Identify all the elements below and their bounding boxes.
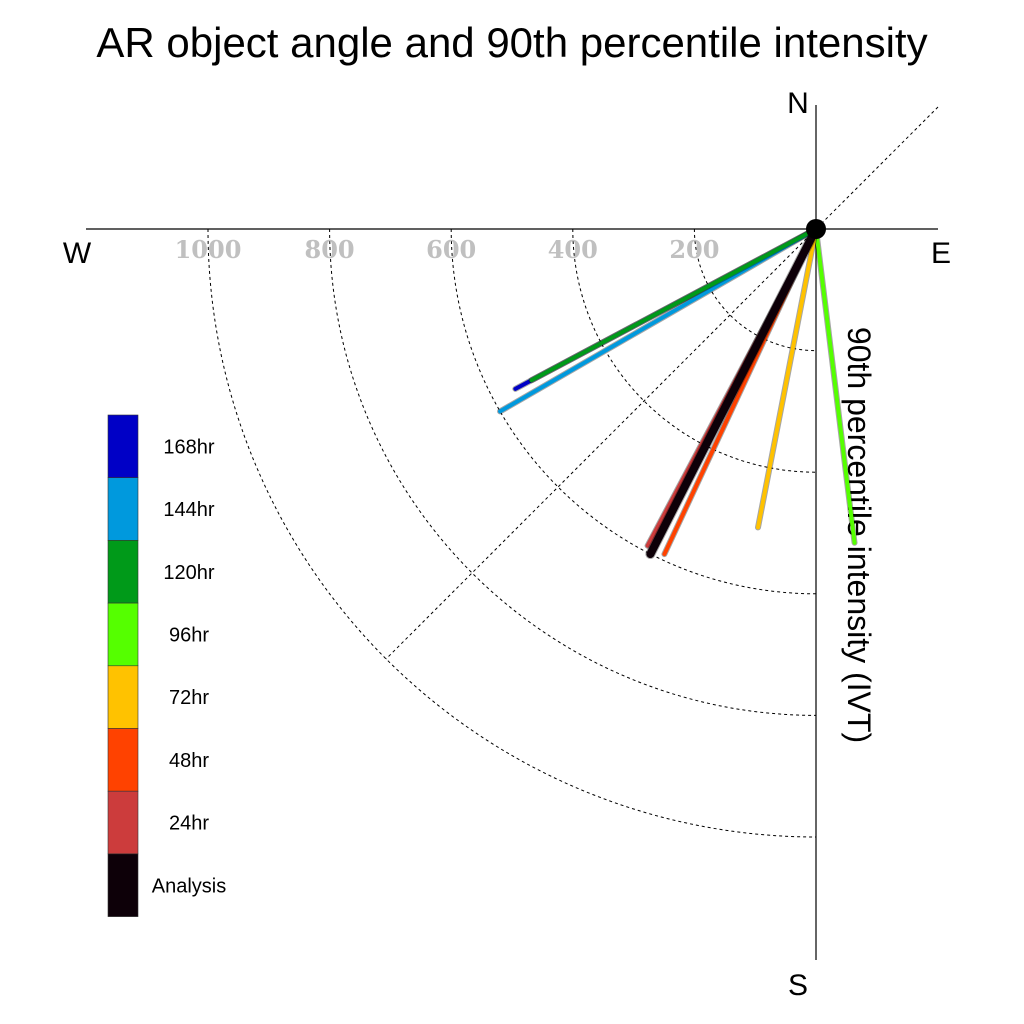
radial-tick-label: 200 xyxy=(669,235,719,264)
series-lines xyxy=(497,224,858,560)
south-label: S xyxy=(788,969,808,1002)
west-label: W xyxy=(63,237,92,270)
series-line-144hr xyxy=(498,227,818,414)
chart-title: AR object angle and 90th percentile inte… xyxy=(96,19,927,66)
radial-tick-labels: 200 400 600 800 1000 xyxy=(175,235,720,264)
north-label: N xyxy=(787,87,809,120)
legend-swatch xyxy=(107,540,139,604)
legend-swatch xyxy=(107,477,139,541)
legend-swatch xyxy=(107,414,139,479)
radial-tick-label: 400 xyxy=(548,235,598,264)
east-label: E xyxy=(931,237,951,270)
grid-ring xyxy=(207,228,817,838)
legend-label: 168hr xyxy=(163,436,214,458)
grid-ring xyxy=(693,228,817,352)
radial-tick-label: 1000 xyxy=(175,235,242,264)
series-line-analysis xyxy=(646,225,820,559)
radial-tick-label: 800 xyxy=(305,235,355,264)
radial-tick-label: 600 xyxy=(426,235,476,264)
legend-swatch xyxy=(107,665,139,729)
legend-label: 144hr xyxy=(163,499,214,521)
legend-swatch xyxy=(107,790,139,855)
legend-swatch xyxy=(107,602,139,667)
legend-label: 48hr xyxy=(169,750,209,772)
grid-ring xyxy=(572,228,817,473)
legend-label: 72hr xyxy=(169,687,209,709)
legend-swatch xyxy=(107,728,139,792)
legend: 168hr 144hr 120hr 96hr 72hr 48hr 24hr Analysis xyxy=(107,414,226,917)
legend-label: 24hr xyxy=(169,813,209,835)
polar-grid xyxy=(207,228,817,838)
legend-label: 120hr xyxy=(163,562,214,584)
series-line-120hr xyxy=(529,227,818,383)
legend-label: Analysis xyxy=(152,875,226,897)
radial-axis-label: 90th percentile intensity (IVT) xyxy=(841,327,877,743)
center-point xyxy=(806,219,826,239)
series-line-72hr xyxy=(755,227,818,530)
series-line-96hr xyxy=(814,227,857,545)
diagonal-reference xyxy=(385,106,939,660)
grid-ring xyxy=(329,228,817,716)
grid-ring xyxy=(450,228,817,595)
legend-label: 96hr xyxy=(169,624,209,646)
legend-swatch xyxy=(107,853,139,917)
